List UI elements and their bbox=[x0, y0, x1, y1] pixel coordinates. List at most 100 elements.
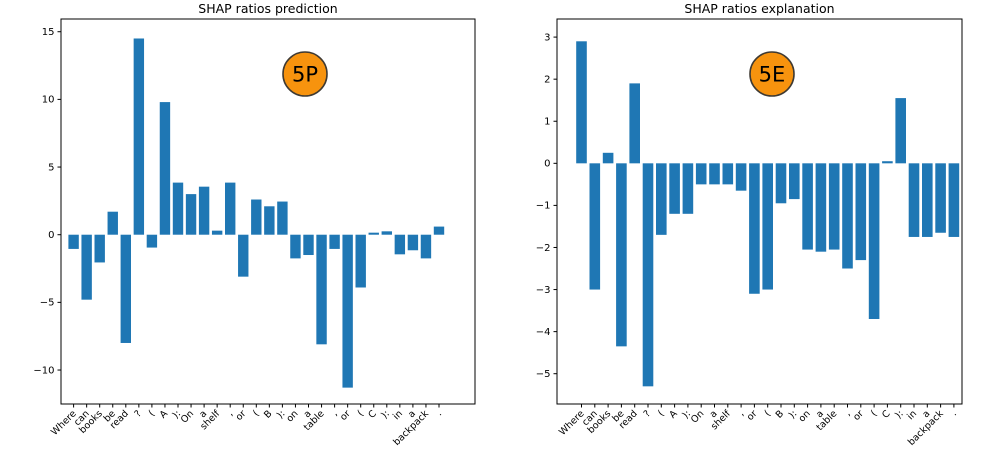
x-tick-label: a bbox=[814, 408, 826, 420]
bar-10 bbox=[709, 163, 720, 185]
bar-25 bbox=[394, 234, 406, 255]
axes-box bbox=[60, 18, 476, 405]
bar-18 bbox=[303, 234, 314, 256]
x-tick-label: or bbox=[745, 408, 760, 423]
bar-13 bbox=[749, 163, 760, 294]
bar-19 bbox=[316, 234, 327, 345]
bar-12 bbox=[735, 163, 747, 191]
y-tick-label: −3 bbox=[536, 285, 551, 296]
bar-7 bbox=[159, 102, 171, 235]
x-tick-label: in bbox=[391, 408, 405, 422]
bar-14 bbox=[762, 163, 773, 290]
bar-1 bbox=[81, 234, 92, 300]
bar-9 bbox=[695, 163, 707, 185]
x-tick-label: on bbox=[797, 408, 813, 424]
x-tick-label: ( bbox=[656, 408, 666, 418]
bar-4 bbox=[629, 83, 640, 164]
x-tick-label: on bbox=[284, 408, 300, 424]
x-tick-label: in bbox=[905, 408, 919, 422]
x-tick-label: On bbox=[689, 408, 706, 425]
bar-26 bbox=[407, 234, 419, 251]
bar-4 bbox=[120, 234, 131, 343]
bar-3 bbox=[107, 211, 118, 235]
bar-16 bbox=[277, 201, 288, 235]
bar-8 bbox=[172, 182, 184, 235]
x-tick-label: a bbox=[708, 408, 720, 420]
bar-24 bbox=[381, 231, 392, 235]
axes-box bbox=[556, 18, 963, 405]
bar-5 bbox=[133, 38, 145, 235]
y-tick-label: 0 bbox=[544, 159, 550, 170]
y-tick-label: −5 bbox=[40, 298, 55, 309]
bar-6 bbox=[656, 163, 667, 235]
bar-6 bbox=[146, 234, 158, 248]
x-tick-label: or bbox=[234, 408, 249, 423]
x-tick-label: ( bbox=[869, 408, 879, 418]
chart-title: SHAP ratios explanation bbox=[684, 1, 834, 16]
x-tick-label: ): bbox=[893, 408, 906, 421]
badge-circle bbox=[749, 51, 795, 97]
x-tick-label: or bbox=[851, 408, 866, 423]
bar-1 bbox=[589, 163, 601, 290]
x-tick-label: a bbox=[197, 408, 209, 420]
x-tick-label: ( bbox=[147, 408, 157, 418]
x-tick-label: a bbox=[921, 408, 933, 420]
bar-23 bbox=[368, 232, 379, 235]
x-tick-label: B bbox=[262, 408, 274, 420]
bar-16 bbox=[789, 163, 800, 200]
bar-22 bbox=[355, 234, 366, 288]
bar-5 bbox=[642, 163, 654, 387]
bar-2 bbox=[94, 234, 105, 263]
bar-18 bbox=[815, 163, 827, 252]
x-tick-label: a bbox=[406, 408, 418, 420]
x-tick-label: ( bbox=[762, 408, 772, 418]
bar-22 bbox=[868, 163, 880, 319]
bar-13 bbox=[238, 234, 249, 277]
x-tick-label: ( bbox=[251, 408, 261, 418]
x-tick-label: ? bbox=[133, 408, 144, 419]
bar-0 bbox=[68, 234, 79, 249]
badge-label: 5P bbox=[292, 62, 318, 86]
x-tick-label: On bbox=[179, 408, 196, 425]
bar-3 bbox=[616, 163, 627, 347]
bar-8 bbox=[682, 163, 694, 214]
x-tick-label: or bbox=[338, 408, 353, 423]
bar-2 bbox=[602, 152, 614, 164]
y-tick-label: −4 bbox=[536, 327, 551, 338]
x-tick-label: A bbox=[667, 408, 680, 421]
x-tick-label: , bbox=[736, 408, 746, 418]
x-tick-label: a bbox=[302, 408, 314, 420]
x-tick-label: C bbox=[366, 408, 379, 421]
bar-27 bbox=[420, 234, 432, 259]
bar-12 bbox=[225, 182, 236, 235]
bar-27 bbox=[935, 163, 946, 233]
bar-14 bbox=[251, 199, 262, 235]
bar-10 bbox=[198, 186, 210, 235]
bar-0 bbox=[576, 41, 587, 164]
y-tick-label: −2 bbox=[536, 243, 551, 254]
y-tick-label: 3 bbox=[544, 32, 550, 43]
bar-28 bbox=[948, 163, 960, 237]
x-tick-label: . bbox=[434, 408, 444, 418]
bar-20 bbox=[842, 163, 853, 269]
bar-17 bbox=[802, 163, 813, 250]
x-tick-label: A bbox=[158, 408, 171, 421]
bar-24 bbox=[895, 98, 906, 164]
bar-15 bbox=[264, 206, 275, 235]
y-tick-label: 2 bbox=[544, 74, 550, 85]
y-tick-label: 5 bbox=[48, 162, 54, 173]
bar-19 bbox=[828, 163, 840, 250]
x-tick-label: , bbox=[843, 408, 853, 418]
bar-23 bbox=[882, 161, 893, 164]
chart-title: SHAP ratios prediction bbox=[198, 1, 337, 16]
x-tick-label: ( bbox=[355, 408, 365, 418]
x-tick-label: C bbox=[880, 408, 893, 421]
bar-25 bbox=[908, 163, 920, 237]
bar-7 bbox=[669, 163, 680, 214]
x-tick-label: . bbox=[949, 408, 959, 418]
x-tick-label: ? bbox=[642, 408, 653, 419]
bar-20 bbox=[329, 234, 340, 249]
y-tick-label: −5 bbox=[536, 369, 551, 380]
